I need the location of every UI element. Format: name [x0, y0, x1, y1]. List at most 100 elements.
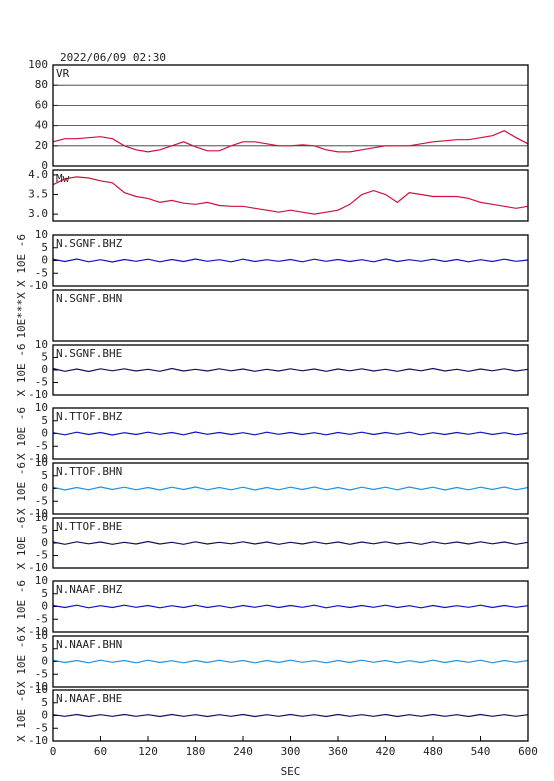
- x-tick-label: 420: [376, 745, 396, 758]
- x-tick-label: 120: [138, 745, 158, 758]
- y-axis-label: X 10E -6: [15, 344, 28, 397]
- chart-title: 2022/06/09 02:30: [60, 51, 166, 64]
- y-tick-label: -10: [28, 734, 48, 747]
- y-tick-label: -10: [28, 680, 48, 693]
- y-tick-label: 5: [41, 414, 48, 427]
- y-tick-label: 5: [41, 642, 48, 655]
- panel-label: N.NAAF.BHN: [56, 638, 122, 651]
- panel-frame: [52, 289, 529, 342]
- panel-label: N.SGNF.BHN: [56, 292, 122, 305]
- y-tick-label: 10: [35, 228, 48, 241]
- panel-frame: [52, 169, 529, 222]
- y-tick-label: -5: [35, 439, 48, 452]
- trace-line: [52, 659, 529, 664]
- panel-label: N.SGNF.BHZ: [56, 237, 123, 250]
- y-tick-label: 20: [35, 139, 48, 152]
- y-tick-label: -5: [35, 667, 48, 680]
- trace-line: [52, 130, 529, 153]
- x-tick-label: 600: [518, 745, 538, 758]
- y-tick-label: 5: [41, 696, 48, 709]
- y-tick-label: 0: [41, 363, 48, 376]
- trace-line: [52, 367, 529, 373]
- y-tick-label: 10: [35, 456, 48, 469]
- y-tick-label: 10: [35, 338, 48, 351]
- y-tick-label: -5: [35, 266, 48, 279]
- y-tick-label: -5: [35, 721, 48, 734]
- panel-frame: [52, 344, 529, 396]
- y-tick-label: 3.0: [28, 207, 48, 220]
- x-tick-label: 360: [328, 745, 348, 758]
- panel-frame: [52, 580, 529, 633]
- panel-label: VR: [56, 67, 70, 80]
- panel-frame: [52, 234, 529, 287]
- y-tick-label: -10: [28, 452, 48, 465]
- y-tick-label: 0: [41, 655, 48, 668]
- y-tick-label: -5: [35, 549, 48, 562]
- y-axis-label: X 10E -6: [15, 689, 28, 742]
- y-tick-label: 10: [35, 574, 48, 587]
- y-tick-label: 3.5: [28, 188, 48, 201]
- y-tick-label: -10: [28, 507, 48, 520]
- panel-label: N.NAAF.BHZ: [56, 583, 123, 596]
- panel-frame: [52, 407, 529, 460]
- x-tick-label: 240: [233, 745, 253, 758]
- y-tick-label: 0: [41, 159, 48, 172]
- x-tick-label: 180: [186, 745, 206, 758]
- panel-frame: [52, 517, 529, 569]
- y-tick-label: 0: [41, 536, 48, 549]
- y-axis-label: X 10E -6: [15, 234, 28, 287]
- y-tick-label: 10: [35, 401, 48, 414]
- panel-label: N.TTOF.BHZ: [56, 410, 123, 423]
- y-tick-label: 100: [28, 58, 48, 71]
- panel-frame: [52, 689, 529, 742]
- y-tick-label: 5: [41, 469, 48, 482]
- trace-line: [52, 258, 529, 263]
- y-axis-label: X 10E -6: [15, 517, 28, 570]
- x-tick-label: 0: [50, 745, 57, 758]
- y-tick-label: -10: [28, 279, 48, 292]
- y-tick-label: 40: [35, 119, 48, 132]
- y-axis-label: X 10E -6: [15, 580, 28, 633]
- y-tick-label: 0: [41, 482, 48, 495]
- panel-label: Mw: [56, 172, 70, 185]
- trace-line: [52, 176, 529, 215]
- y-tick-label: 5: [41, 524, 48, 537]
- y-axis-label: X 10E -6: [15, 407, 28, 460]
- x-axis-label: SEC: [281, 765, 301, 778]
- y-tick-label: 10: [35, 629, 48, 642]
- y-axis-label: X 10E -6: [15, 462, 28, 515]
- trace-line: [52, 540, 529, 545]
- x-tick-label: 300: [281, 745, 301, 758]
- panel-frame: [52, 635, 529, 688]
- y-tick-label: 0: [41, 600, 48, 613]
- y-tick-label: -5: [35, 494, 48, 507]
- y-tick-label: 60: [35, 98, 48, 111]
- y-tick-label: -5: [35, 376, 48, 389]
- y-tick-label: -10: [28, 625, 48, 638]
- y-tick-label: 5: [41, 587, 48, 600]
- panel-frame: [52, 64, 529, 167]
- y-axis-label: 10E***X: [15, 292, 28, 339]
- trace-line: [52, 604, 529, 609]
- y-tick-label: 0: [41, 254, 48, 267]
- x-tick-label: 60: [94, 745, 107, 758]
- trace-line: [52, 713, 529, 718]
- panel-frame: [52, 462, 529, 515]
- trace-line: [52, 431, 529, 436]
- y-tick-label: -5: [35, 612, 48, 625]
- panel-label: N.TTOF.BHE: [56, 520, 122, 533]
- panel-label: N.SGNF.BHE: [56, 347, 122, 360]
- y-tick-label: 10: [35, 683, 48, 696]
- y-tick-label: 5: [41, 351, 48, 364]
- panel-label: N.TTOF.BHN: [56, 465, 122, 478]
- y-tick-label: 10: [35, 511, 48, 524]
- y-tick-label: 80: [35, 78, 48, 91]
- x-tick-label: 540: [471, 745, 491, 758]
- y-tick-label: 0: [41, 427, 48, 440]
- y-tick-label: 0: [41, 709, 48, 722]
- y-tick-label: -10: [28, 561, 48, 574]
- panel-label: N.NAAF.BHE: [56, 692, 122, 705]
- y-tick-label: -10: [28, 388, 48, 401]
- y-axis-label: X 10E -6: [15, 635, 28, 688]
